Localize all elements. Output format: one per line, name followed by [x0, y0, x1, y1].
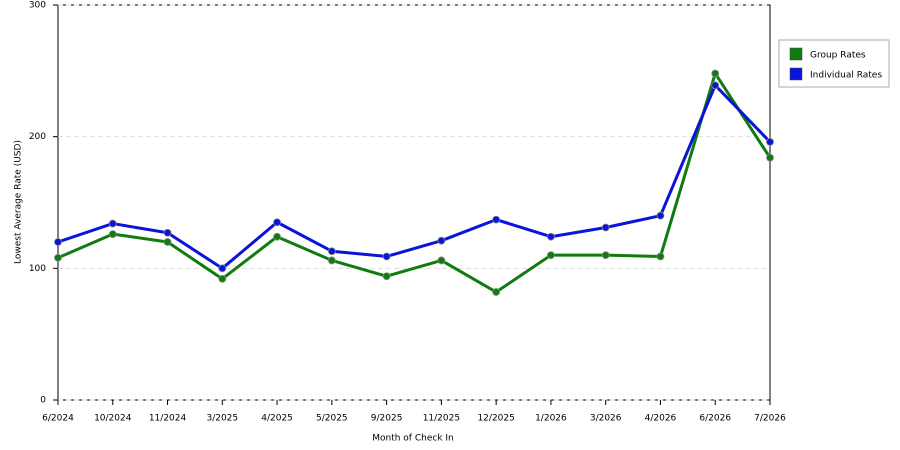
x-tick-label: 4/2026: [645, 414, 677, 424]
plot-frame: [57, 4, 771, 401]
x-tick-label: 6/2026: [699, 414, 731, 424]
data-point: [492, 215, 501, 224]
data-point: [492, 288, 501, 296]
x-tick-label: 1/2026: [535, 414, 567, 424]
y-tick-label: 100: [29, 264, 46, 274]
legend-label: Group Rates: [810, 51, 866, 61]
series-line: [57, 71, 772, 294]
legend-swatch: [789, 67, 803, 81]
data-point: [108, 219, 117, 228]
legend: Group Rates Individual Rates: [778, 39, 890, 88]
x-tick-label: 11/2024: [149, 414, 187, 424]
x-tick-label: 11/2025: [423, 414, 460, 424]
data-point: [601, 251, 610, 260]
x-tick-label: 5/2025: [316, 414, 348, 424]
data-point: [382, 252, 391, 261]
data-point: [766, 138, 774, 146]
x-tick-label: 9/2025: [371, 414, 403, 424]
y-tick-label: 200: [29, 132, 46, 142]
x-tick-label: 12/2025: [477, 414, 514, 424]
data-point: [547, 251, 555, 260]
y-axis-title: Lowest Average Rate (USD): [14, 140, 24, 264]
series-line: [57, 83, 772, 270]
x-tick-label: 3/2026: [590, 414, 622, 424]
y-tick-label: 0: [40, 396, 46, 406]
data-point: [108, 230, 117, 239]
data-point: [547, 232, 555, 241]
y-tick-label: 300: [29, 1, 46, 11]
data-point: [327, 256, 336, 265]
data-point: [273, 232, 281, 241]
data-point: [711, 69, 720, 78]
data-point: [54, 253, 62, 262]
x-tick-label: 10/2024: [94, 414, 132, 424]
x-tick-label: 4/2025: [261, 414, 293, 424]
x-tick-label: 7/2026: [754, 414, 786, 424]
data-point: [766, 153, 774, 162]
data-point: [656, 211, 665, 220]
data-point: [437, 236, 446, 245]
x-tick-label: 3/2025: [206, 414, 238, 424]
x-axis-title: Month of Check In: [372, 434, 454, 444]
data-point: [273, 218, 281, 227]
legend-swatch: [789, 47, 803, 61]
data-point: [656, 252, 665, 261]
x-tick-label: 6/2024: [42, 414, 74, 424]
data-point: [601, 223, 610, 232]
data-point: [218, 264, 227, 273]
data-point: [54, 238, 62, 246]
data-point: [711, 81, 720, 90]
legend-label: Individual Rates: [810, 71, 882, 81]
data-point: [437, 256, 446, 265]
data-point: [163, 238, 172, 246]
data-point: [327, 247, 336, 256]
data-point: [382, 272, 391, 281]
data-point: [163, 228, 172, 237]
data-point: [218, 274, 227, 283]
